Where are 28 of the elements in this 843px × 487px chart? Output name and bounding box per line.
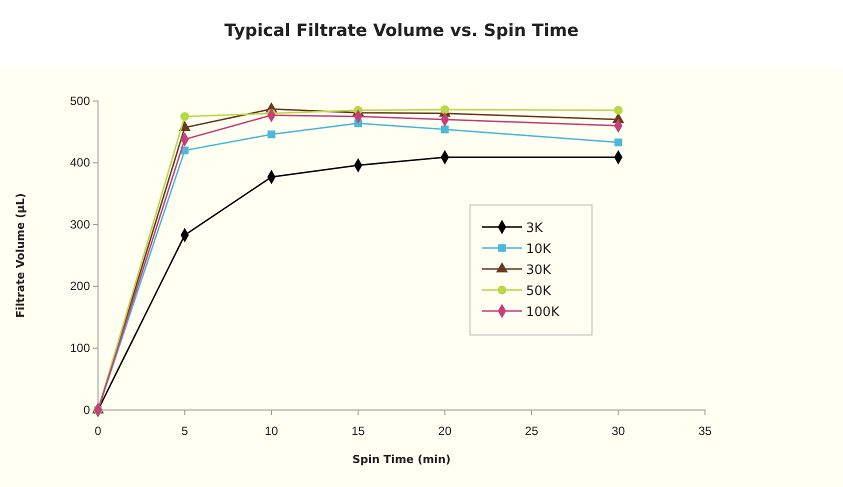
legend-label: 50K — [526, 284, 552, 299]
x-tick-label: 0 — [94, 424, 102, 438]
x-tick-label: 20 — [438, 424, 452, 438]
legend-label: 3K — [526, 221, 544, 236]
x-axis-title: Spin Time (min) — [352, 453, 451, 466]
y-tick-label: 0 — [83, 402, 90, 417]
legend-label: 30K — [526, 263, 552, 278]
y-tick-label: 300 — [70, 217, 90, 232]
x-tick-label: 10 — [264, 424, 278, 438]
x-tick-label: 25 — [524, 424, 539, 438]
y-tick-label: 500 — [70, 94, 90, 108]
y-tick-label: 100 — [70, 341, 90, 356]
point — [268, 130, 276, 138]
point — [614, 138, 622, 146]
point — [440, 105, 450, 114]
x-tick-label: 5 — [181, 424, 188, 438]
point — [180, 112, 190, 121]
x-tick-label: 30 — [612, 424, 626, 438]
x-tick-label: 15 — [351, 424, 366, 438]
point — [440, 126, 449, 134]
x-tick-label: 35 — [698, 424, 712, 438]
chart-title: Typical Filtrate Volume vs. Spin Time — [224, 21, 579, 41]
legend-label: 10K — [526, 242, 552, 257]
point — [614, 106, 623, 115]
legend-label: 100K — [526, 305, 560, 320]
y-tick-label: 200 — [70, 279, 90, 294]
y-axis-title: Filtrate Volume (µL) — [14, 193, 27, 318]
y-tick-label: 400 — [70, 156, 90, 170]
